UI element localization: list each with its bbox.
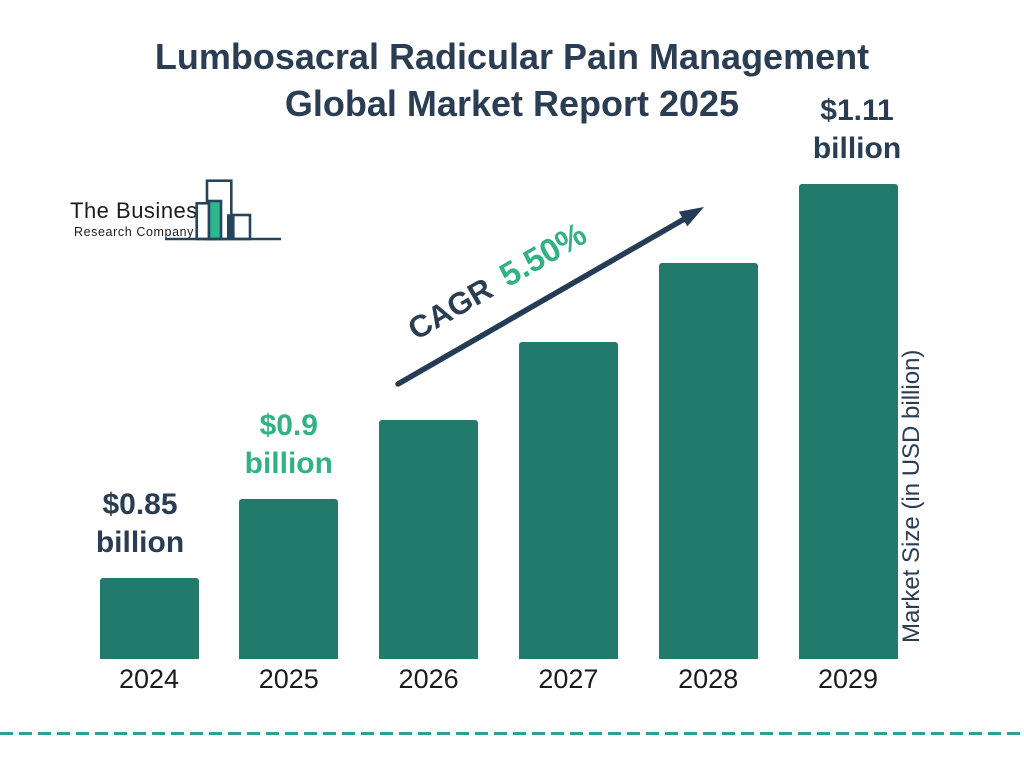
bar-2024 xyxy=(99,578,199,659)
value-label-2024-unit: billion xyxy=(95,526,185,559)
page-title-line2: Global Market Report 2025 xyxy=(284,83,740,124)
value-label-2029-amount: $1.11 xyxy=(820,94,894,127)
bar-2026 xyxy=(379,420,479,659)
y-axis-title: Market Size (in USD billion) xyxy=(898,349,925,643)
value-label-2024-amount: $0.85 xyxy=(102,488,178,521)
company-logo-text: The Business Research Company xyxy=(70,198,210,239)
page-title-line1: Lumbosacral Radicular Pain Management xyxy=(154,36,870,77)
bar-2027 xyxy=(518,341,618,659)
x-tick-2025: 2025 xyxy=(258,664,319,694)
x-tick-2026: 2026 xyxy=(398,664,459,694)
value-label-2025-amount: $0.9 xyxy=(259,409,318,443)
company-logo-subname: Research Company xyxy=(73,225,195,239)
value-label-2025: $0.9 billion xyxy=(245,407,333,483)
logo-bar-chart-icon xyxy=(165,179,281,241)
value-label-2025-unit: billion xyxy=(244,447,333,481)
bar-2025 xyxy=(239,499,339,659)
value-label-2024: $0.85 billion xyxy=(96,486,184,562)
company-logo-name: The Business xyxy=(70,198,210,223)
x-tick-2024: 2024 xyxy=(118,664,180,694)
value-label-2029-unit: billion xyxy=(812,132,902,165)
value-label-2029: $1.11 billion xyxy=(813,92,901,168)
x-tick-2029: 2029 xyxy=(817,664,879,694)
page-title: Lumbosacral Radicular Pain Management Gl… xyxy=(0,33,1024,127)
x-tick-2027: 2027 xyxy=(538,664,599,694)
bar-2029 xyxy=(798,184,898,659)
bottom-dashed-divider xyxy=(0,732,1024,735)
x-tick-2028: 2028 xyxy=(678,664,739,694)
bar-2028 xyxy=(658,262,758,659)
